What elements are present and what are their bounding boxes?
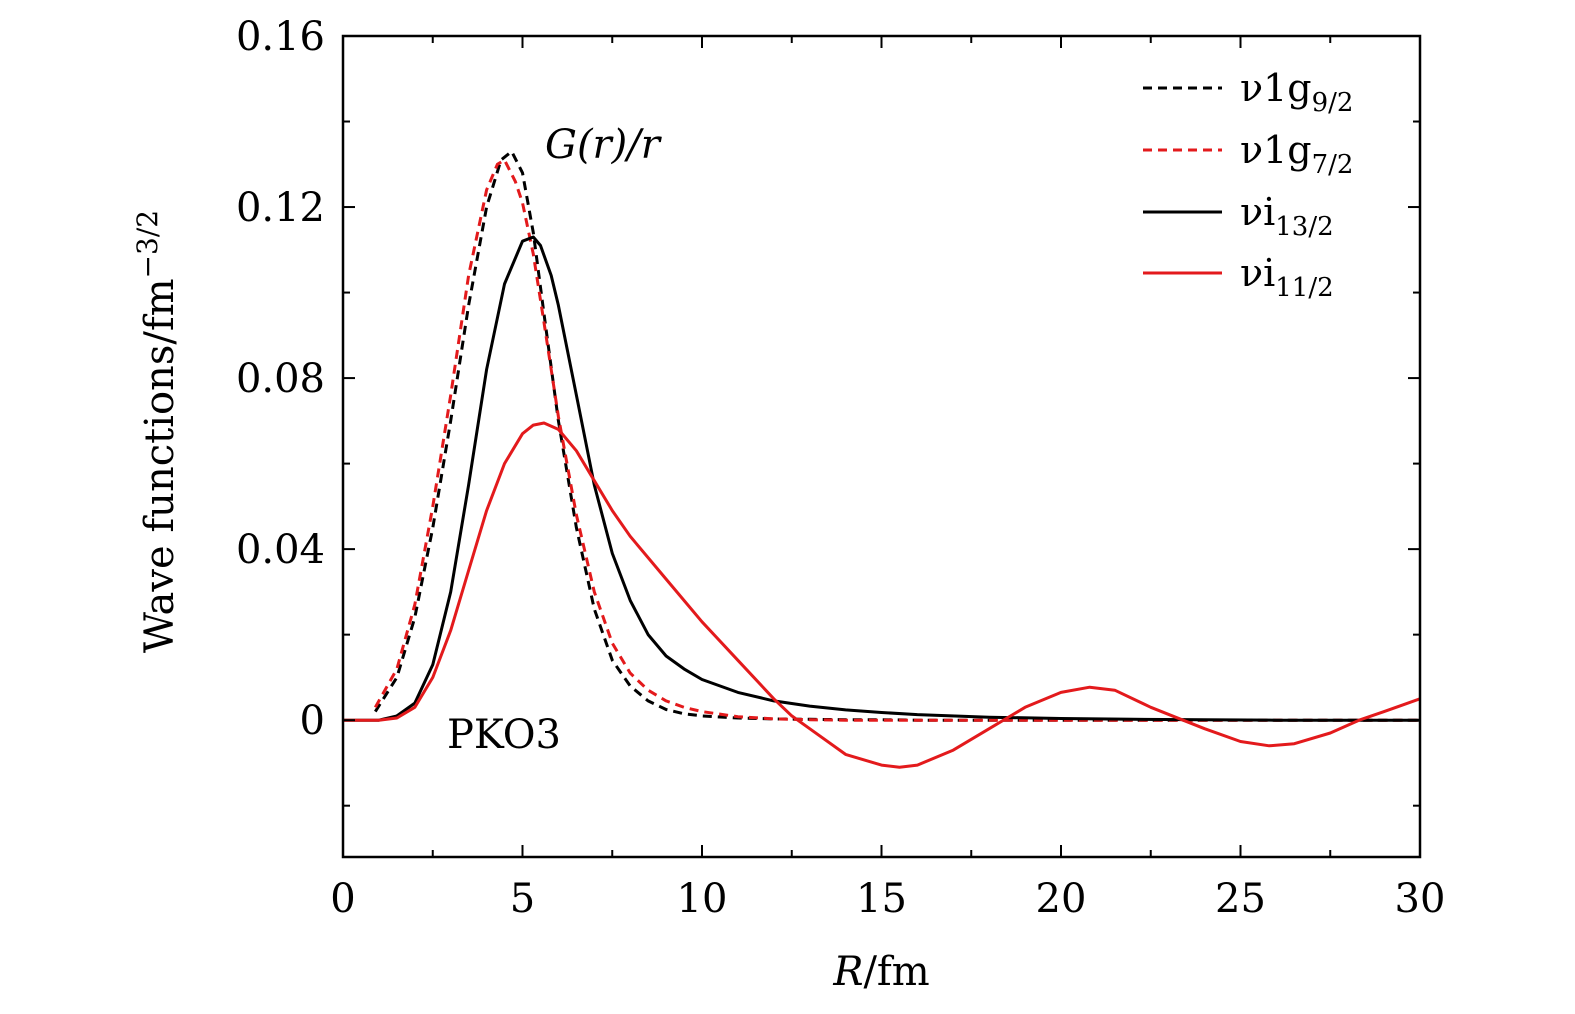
y-tick-label: 0.08 <box>236 356 325 402</box>
model-annotation: PKO3 <box>447 712 561 758</box>
legend-label-subscript: 13/2 <box>1275 212 1333 242</box>
x-axis-label-unit: /fm <box>863 949 929 995</box>
legend-label-main: νi <box>1240 190 1275 234</box>
y-tick-label: 0.16 <box>236 14 325 60</box>
axis-ticks <box>342 35 1421 857</box>
x-tick-label: 20 <box>1036 876 1087 922</box>
legend-label-main: ν1g <box>1240 128 1312 172</box>
legend-label-3: νi11/2 <box>1240 251 1334 303</box>
legend-label-main: νi <box>1240 251 1275 295</box>
x-tick-label: 10 <box>677 876 728 922</box>
legend-label-subscript: 9/2 <box>1312 88 1354 118</box>
legend-label-subscript: 7/2 <box>1312 150 1354 180</box>
legend-label-subscript: 11/2 <box>1275 273 1333 303</box>
series-line-1 <box>373 158 1420 722</box>
legend-label-main: ν1g <box>1240 66 1312 110</box>
chart-series-group <box>343 150 1420 769</box>
legend-label-2: νi13/2 <box>1240 190 1334 242</box>
y-tick-label: 0 <box>300 698 325 744</box>
x-tick-label: 15 <box>856 876 907 922</box>
legend-label-1: ν1g7/2 <box>1240 128 1353 180</box>
x-tick-label: 0 <box>330 876 355 922</box>
y-tick-label: 0.12 <box>236 185 325 231</box>
x-axis-label: R/fm <box>832 949 929 995</box>
tick-labels: 0 5 10 15 20 25 30 0 0.04 0.08 0.12 0.16 <box>236 14 1446 922</box>
x-tick-label: 25 <box>1215 876 1266 922</box>
x-tick-label: 30 <box>1395 876 1446 922</box>
x-axis-label-variable: R <box>832 949 863 995</box>
series-line-3 <box>343 421 1420 769</box>
x-tick-label: 5 <box>510 876 535 922</box>
y-axis-label-exponent: −3/2 <box>131 210 164 279</box>
y-axis-label-text: Wave functions/fm <box>137 278 183 653</box>
y-tick-label: 0.04 <box>236 527 325 573</box>
curve-annotation: G(r)/r <box>545 122 663 168</box>
y-axis-label: Wave functions/fm−3/2 <box>131 210 183 653</box>
series-line-2 <box>343 235 1420 722</box>
legend-label-0: ν1g9/2 <box>1240 66 1353 118</box>
